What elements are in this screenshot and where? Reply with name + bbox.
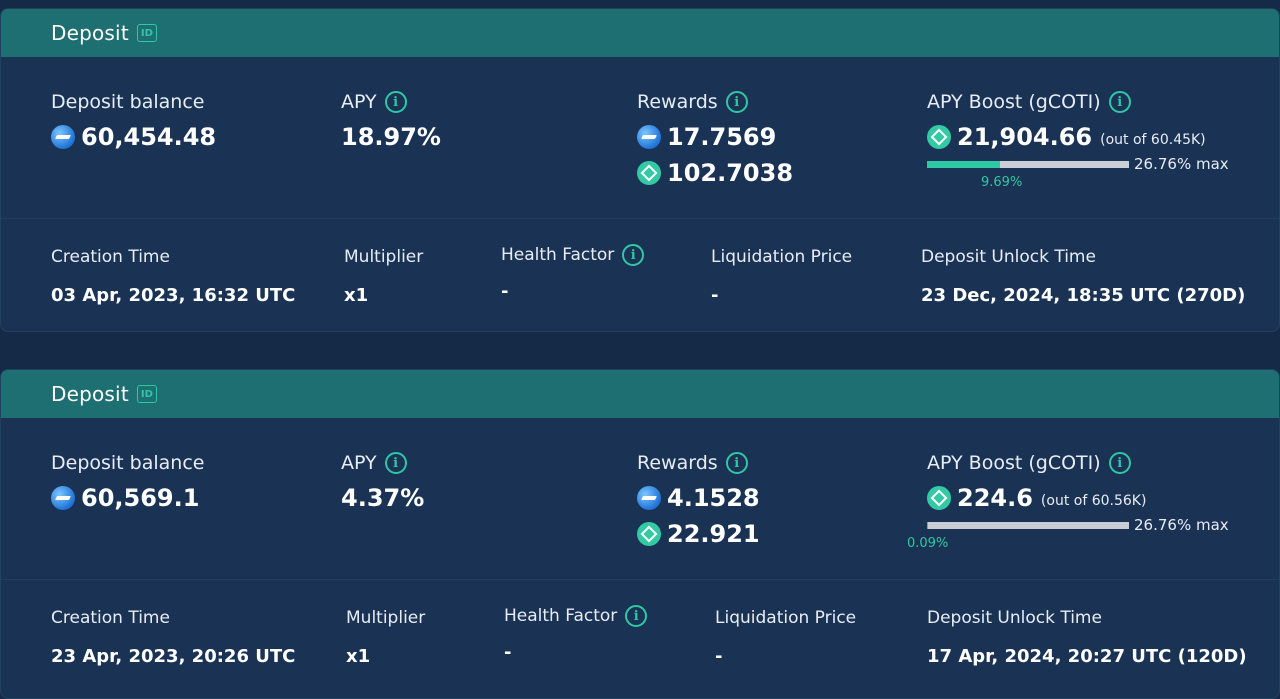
apy-boost-label: APY Boost (gCOTI) xyxy=(927,452,1101,474)
deposit-title: Deposit xyxy=(51,382,129,406)
apy-boost-label: APY Boost (gCOTI) xyxy=(927,91,1101,113)
blue-token-icon xyxy=(637,125,661,149)
reward-2-value: 102.7038 xyxy=(667,159,794,187)
health-factor-value: - xyxy=(501,281,509,302)
liquidation-price-label: Liquidation Price xyxy=(711,247,853,267)
creation-time-value: 03 Apr, 2023, 16:32 UTC xyxy=(51,285,296,306)
boost-pct-label: 9.69% xyxy=(981,175,1023,190)
deposit-card-1: Deposit ID Deposit balance 60,454.48 APY… xyxy=(0,8,1280,332)
rewards-label: Rewards xyxy=(637,91,718,113)
deposit-balance-value: 60,454.48 xyxy=(81,123,217,151)
creation-time-label: Creation Time xyxy=(51,608,170,628)
boost-fill xyxy=(927,522,928,529)
creation-time-block: Creation Time 23 Apr, 2023, 20:26 UTC xyxy=(51,608,295,667)
deposit-details: Creation Time 23 Apr, 2023, 20:26 UTC Mu… xyxy=(1,580,1279,692)
apy-info-icon[interactable]: i xyxy=(384,91,407,113)
unlock-time-label: Deposit Unlock Time xyxy=(927,608,1102,628)
multiplier-block: Multiplier x1 xyxy=(344,247,423,306)
deposit-balance-value: 60,569.1 xyxy=(81,484,200,512)
deposit-balance-block: Deposit balance 60,569.1 xyxy=(51,452,204,512)
apy-boost-out-of: (out of 60.56K) xyxy=(1040,493,1147,509)
liquidation-price-block: Liquidation Price - xyxy=(711,247,852,306)
gcoti-token-icon xyxy=(637,522,661,546)
id-badge-icon[interactable]: ID xyxy=(136,385,157,403)
multiplier-label: Multiplier xyxy=(344,247,424,267)
multiplier-value: x1 xyxy=(346,646,371,667)
apy-boost-block: APY Boost (gCOTI) i 21,904.66 (out of 60… xyxy=(927,91,1229,191)
unlock-time-value: 23 Dec, 2024, 18:35 UTC (270D) xyxy=(921,285,1246,306)
id-badge-icon[interactable]: ID xyxy=(136,24,157,42)
deposit-balance-label: Deposit balance xyxy=(51,452,205,474)
liquidation-price-block: Liquidation Price - xyxy=(715,608,856,667)
unlock-time-block: Deposit Unlock Time 17 Apr, 2024, 20:27 … xyxy=(927,608,1247,667)
rewards-block: Rewards i 17.7569 102.7038 xyxy=(637,91,793,187)
boost-max-label: 26.76% max xyxy=(1134,516,1229,534)
deposit-summary: Deposit balance 60,454.48 APY i 18.97% R… xyxy=(1,57,1279,219)
reward-1-value: 17.7569 xyxy=(667,123,777,151)
boost-track xyxy=(927,161,1129,168)
gcoti-token-icon xyxy=(927,486,951,510)
rewards-label: Rewards xyxy=(637,452,718,474)
creation-time-label: Creation Time xyxy=(51,247,170,267)
liquidation-price-value: - xyxy=(711,285,719,306)
multiplier-block: Multiplier x1 xyxy=(346,608,425,667)
health-factor-info-icon[interactable]: i xyxy=(625,605,648,627)
unlock-time-label: Deposit Unlock Time xyxy=(921,247,1096,267)
boost-fill xyxy=(927,161,1001,168)
apy-value: 18.97% xyxy=(341,123,441,151)
liquidation-price-label: Liquidation Price xyxy=(715,608,857,628)
unlock-time-block: Deposit Unlock Time 23 Dec, 2024, 18:35 … xyxy=(921,247,1245,306)
rewards-info-icon[interactable]: i xyxy=(725,452,748,474)
liquidation-price-value: - xyxy=(715,646,723,667)
apy-boost-value: 21,904.66 xyxy=(957,123,1093,151)
boost-max-label: 26.76% max xyxy=(1134,155,1229,173)
apy-boost-progress: 26.76% max 0.09% xyxy=(907,516,1229,552)
creation-time-value: 23 Apr, 2023, 20:26 UTC xyxy=(51,646,296,667)
apy-boost-block: APY Boost (gCOTI) i 224.6 (out of 60.56K… xyxy=(907,452,1229,552)
apy-label: APY xyxy=(341,452,377,474)
boost-pct-label: 0.09% xyxy=(907,536,949,551)
unlock-time-value: 17 Apr, 2024, 20:27 UTC (120D) xyxy=(927,646,1247,667)
health-factor-value: - xyxy=(504,642,512,663)
apy-boost-info-icon[interactable]: i xyxy=(1108,91,1131,113)
apy-block: APY i 4.37% xyxy=(341,452,424,512)
deposit-title: Deposit xyxy=(51,21,129,45)
health-factor-label: Health Factor xyxy=(501,245,615,265)
health-factor-info-icon[interactable]: i xyxy=(622,244,645,266)
apy-boost-out-of: (out of 60.45K) xyxy=(1100,132,1206,148)
boost-track xyxy=(927,522,1129,529)
deposit-balance-block: Deposit balance 60,454.48 xyxy=(51,91,216,151)
blue-token-icon xyxy=(51,125,75,149)
blue-token-icon xyxy=(51,486,75,510)
deposit-card-header: Deposit ID xyxy=(1,370,1279,418)
reward-2-value: 22.921 xyxy=(667,520,760,548)
multiplier-label: Multiplier xyxy=(346,608,426,628)
health-factor-block: Health Factor i - xyxy=(501,244,645,302)
deposit-summary: Deposit balance 60,569.1 APY i 4.37% Rew… xyxy=(1,418,1279,580)
deposit-balance-label: Deposit balance xyxy=(51,91,205,113)
reward-1-value: 4.1528 xyxy=(667,484,760,512)
apy-info-icon[interactable]: i xyxy=(384,452,407,474)
apy-block: APY i 18.97% xyxy=(341,91,441,151)
deposit-card-header: Deposit ID xyxy=(1,9,1279,57)
health-factor-block: Health Factor i - xyxy=(504,605,648,663)
creation-time-block: Creation Time 03 Apr, 2023, 16:32 UTC xyxy=(51,247,295,306)
apy-value: 4.37% xyxy=(341,484,425,512)
apy-boost-value: 224.6 xyxy=(957,484,1033,512)
gcoti-token-icon xyxy=(927,125,951,149)
apy-boost-info-icon[interactable]: i xyxy=(1108,452,1131,474)
rewards-info-icon[interactable]: i xyxy=(725,91,748,113)
gcoti-token-icon xyxy=(637,161,661,185)
health-factor-label: Health Factor xyxy=(504,606,618,626)
rewards-block: Rewards i 4.1528 22.921 xyxy=(637,452,760,548)
multiplier-value: x1 xyxy=(344,285,369,306)
blue-token-icon xyxy=(637,486,661,510)
deposit-details: Creation Time 03 Apr, 2023, 16:32 UTC Mu… xyxy=(1,219,1279,331)
apy-boost-progress: 26.76% max 9.69% xyxy=(927,155,1229,191)
deposit-card-2: Deposit ID Deposit balance 60,569.1 APY … xyxy=(0,369,1280,699)
apy-label: APY xyxy=(341,91,377,113)
